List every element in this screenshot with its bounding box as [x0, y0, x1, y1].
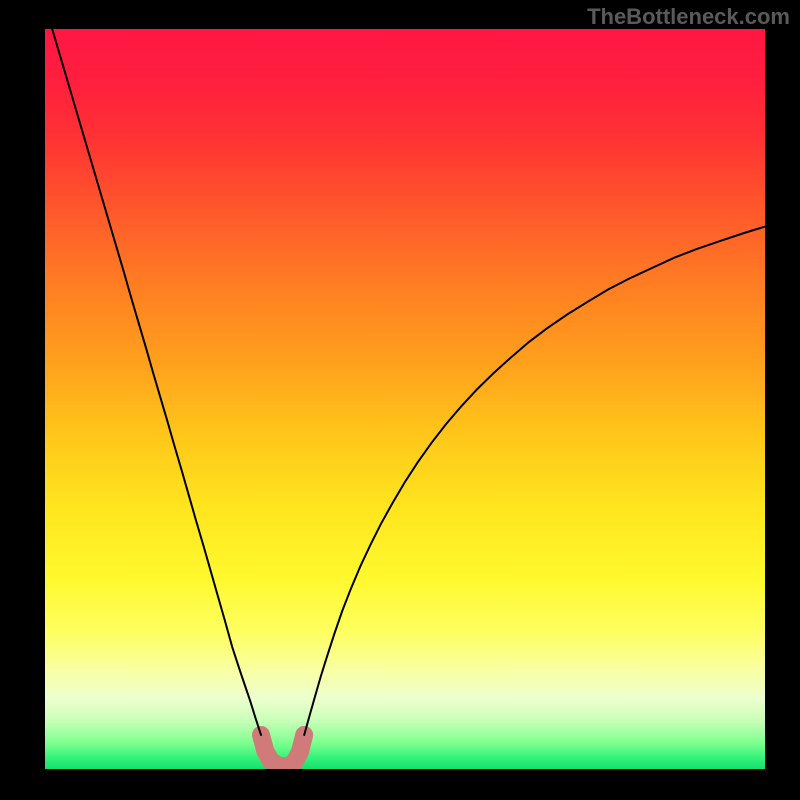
bottleneck-chart [45, 29, 765, 769]
plot-area [45, 29, 765, 769]
watermark-text: TheBottleneck.com [587, 4, 790, 30]
chart-container: TheBottleneck.com [0, 0, 800, 800]
gradient-background [45, 29, 765, 769]
